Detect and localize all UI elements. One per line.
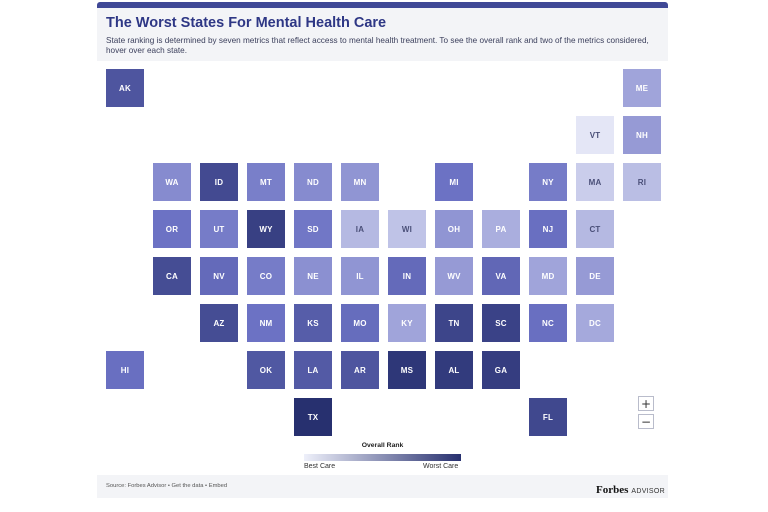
state-tile-ca[interactable]: CA	[153, 257, 191, 295]
embed-link[interactable]: Embed	[208, 483, 228, 489]
state-tile-mt[interactable]: MT	[247, 163, 285, 201]
state-tile-dc[interactable]: DC	[576, 304, 614, 342]
state-tile-ms[interactable]: MS	[388, 351, 426, 389]
state-tile-sd[interactable]: SD	[294, 210, 332, 248]
state-tile-id[interactable]: ID	[200, 163, 238, 201]
legend-gradient-bar	[304, 454, 461, 461]
state-tile-vt[interactable]: VT	[576, 116, 614, 154]
state-tile-ct[interactable]: CT	[576, 210, 614, 248]
state-tile-wa[interactable]: WA	[153, 163, 191, 201]
state-tile-md[interactable]: MD	[529, 257, 567, 295]
state-tile-ny[interactable]: NY	[529, 163, 567, 201]
logo-subtext: ADVISOR	[631, 488, 665, 495]
state-tile-nj[interactable]: NJ	[529, 210, 567, 248]
state-tile-al[interactable]: AL	[435, 351, 473, 389]
forbes-advisor-logo[interactable]: Forbes ADVISOR	[596, 480, 665, 498]
get-data-link[interactable]: Get the data	[171, 483, 204, 489]
legend-low-label: Best Care	[304, 463, 336, 470]
page-title: The Worst States For Mental Health Care	[106, 15, 387, 31]
state-tile-ks[interactable]: KS	[294, 304, 332, 342]
state-tile-wy[interactable]: WY	[247, 210, 285, 248]
zoom-out-button[interactable]: −	[638, 414, 654, 429]
state-tile-hi[interactable]: HI	[106, 351, 144, 389]
legend-title: Overall Rank	[361, 442, 404, 449]
state-tile-nm[interactable]: NM	[247, 304, 285, 342]
state-tile-va[interactable]: VA	[482, 257, 520, 295]
state-tile-sc[interactable]: SC	[482, 304, 520, 342]
state-tile-nc[interactable]: NC	[529, 304, 567, 342]
legend-high-label: Worst Care	[423, 463, 459, 470]
state-tile-co[interactable]: CO	[247, 257, 285, 295]
state-tile-nh[interactable]: NH	[623, 116, 661, 154]
footer: Source: Forbes Advisor • Get the data • …	[97, 475, 668, 498]
state-tile-la[interactable]: LA	[294, 351, 332, 389]
state-tile-ut[interactable]: UT	[200, 210, 238, 248]
state-tile-az[interactable]: AZ	[200, 304, 238, 342]
state-tile-mo[interactable]: MO	[341, 304, 379, 342]
state-tile-ga[interactable]: GA	[482, 351, 520, 389]
state-tile-me[interactable]: ME	[623, 69, 661, 107]
state-tile-il[interactable]: IL	[341, 257, 379, 295]
state-tile-mn[interactable]: MN	[341, 163, 379, 201]
footer-separator: •	[203, 483, 209, 489]
state-tile-ok[interactable]: OK	[247, 351, 285, 389]
header: The Worst States For Mental Health Care …	[97, 8, 668, 61]
state-tile-nd[interactable]: ND	[294, 163, 332, 201]
page-subtitle: State ranking is determined by seven met…	[106, 36, 649, 55]
map-card: The Worst States For Mental Health Care …	[97, 2, 668, 498]
footer-links: Source: Forbes Advisor • Get the data • …	[106, 483, 227, 489]
footer-separator: •	[166, 483, 172, 489]
state-tile-ne[interactable]: NE	[294, 257, 332, 295]
state-tile-ri[interactable]: RI	[623, 163, 661, 201]
state-tile-or[interactable]: OR	[153, 210, 191, 248]
state-tile-nv[interactable]: NV	[200, 257, 238, 295]
state-tile-ar[interactable]: AR	[341, 351, 379, 389]
state-tile-oh[interactable]: OH	[435, 210, 473, 248]
state-tile-ky[interactable]: KY	[388, 304, 426, 342]
source-credit: Source: Forbes Advisor	[106, 483, 167, 489]
state-tile-tx[interactable]: TX	[294, 398, 332, 436]
state-tile-ia[interactable]: IA	[341, 210, 379, 248]
state-tile-ak[interactable]: AK	[106, 69, 144, 107]
state-tile-pa[interactable]: PA	[482, 210, 520, 248]
logo-wordmark: Forbes	[596, 484, 629, 496]
state-tile-ma[interactable]: MA	[576, 163, 614, 201]
state-tile-wi[interactable]: WI	[388, 210, 426, 248]
zoom-in-button[interactable]: +	[638, 396, 654, 411]
state-tile-in[interactable]: IN	[388, 257, 426, 295]
state-tile-tn[interactable]: TN	[435, 304, 473, 342]
accent-bar	[97, 2, 668, 8]
state-tile-fl[interactable]: FL	[529, 398, 567, 436]
state-tile-mi[interactable]: MI	[435, 163, 473, 201]
state-tile-wv[interactable]: WV	[435, 257, 473, 295]
state-tile-de[interactable]: DE	[576, 257, 614, 295]
